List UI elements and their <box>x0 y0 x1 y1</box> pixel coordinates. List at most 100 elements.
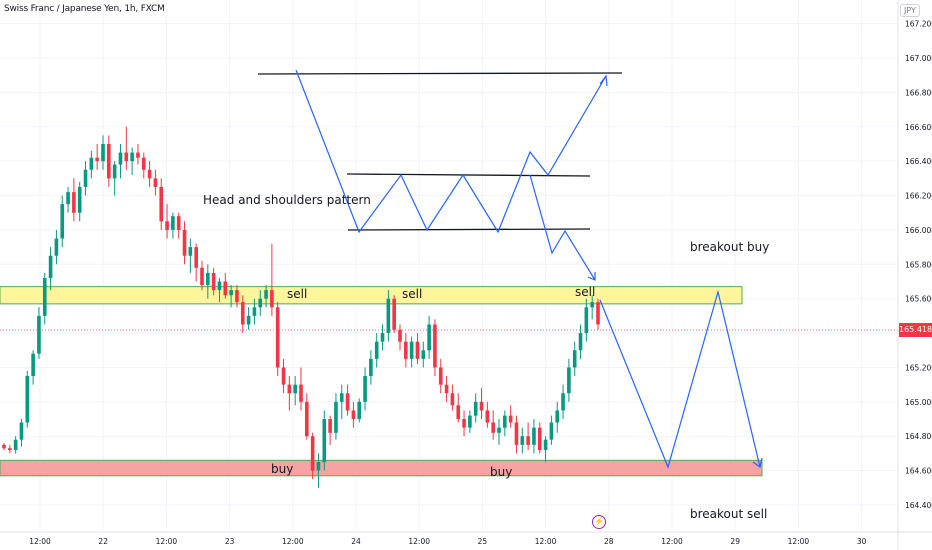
time-tick-label: 22 <box>98 537 108 546</box>
candle-body <box>503 415 507 428</box>
candle-body <box>89 157 94 170</box>
candle-body <box>107 143 111 179</box>
candle-body <box>2 444 6 449</box>
time-tick-label: 23 <box>225 537 235 546</box>
time-tick-label: 30 <box>857 537 867 546</box>
lightning-icon[interactable]: ⚡ <box>592 515 606 529</box>
candle-body <box>194 247 198 268</box>
candle-body <box>188 247 193 256</box>
pattern-path-upper <box>295 69 607 234</box>
candle-body <box>363 376 367 402</box>
candle-body <box>275 307 280 368</box>
channel-lower-line <box>347 228 591 231</box>
candle-body <box>124 152 129 162</box>
price-zones <box>0 286 763 477</box>
drawing-layer <box>257 69 763 469</box>
candle-body <box>159 186 164 222</box>
price-tick-label: 165.800 <box>905 260 932 269</box>
price-tick-label: 166.000 <box>905 226 932 235</box>
candle-body <box>54 238 59 256</box>
symbol-title: Swiss Franc / Japanese Yen, 1h, FXCM <box>4 4 165 14</box>
candle-body <box>532 427 536 445</box>
candle-body <box>590 302 594 308</box>
candle-body <box>270 290 274 308</box>
candle-body <box>147 169 152 179</box>
candle-body <box>520 436 525 445</box>
breakout-buy-label: breakout buy <box>690 240 770 254</box>
candle-body <box>555 410 560 423</box>
time-tick-label: 28 <box>604 537 614 546</box>
candle-body <box>200 267 204 285</box>
candle-body <box>141 157 146 170</box>
candle-body <box>473 401 478 416</box>
candle-body <box>567 367 571 394</box>
candle-body <box>217 281 222 291</box>
price-tick-label: 166.600 <box>905 123 932 132</box>
candle-body <box>409 341 414 359</box>
candle-body <box>299 384 303 402</box>
candle-body <box>25 376 30 423</box>
price-tick-label: 166.400 <box>905 157 932 166</box>
candle-body <box>415 341 420 359</box>
price-tick-label: 166.200 <box>905 192 932 201</box>
candle-body <box>101 143 105 162</box>
candle-body <box>444 384 449 394</box>
candle-body <box>77 186 82 213</box>
time-tick-label: 12:00 <box>282 537 304 546</box>
candle-body <box>351 410 356 420</box>
candle-body <box>246 315 251 325</box>
candle-body <box>136 152 140 158</box>
time-tick-label: 25 <box>478 537 488 546</box>
candle-body <box>491 422 495 433</box>
candle-body <box>310 436 315 471</box>
time-tick-label: 24 <box>351 537 361 546</box>
candle-series <box>2 126 600 488</box>
candle-body <box>514 422 519 445</box>
candle-body <box>450 393 455 406</box>
candle-body <box>118 152 123 165</box>
price-axis: 164.400 164.600 164.800 165.000 165.200 165.4… <box>897 0 932 550</box>
candle-body <box>485 410 490 423</box>
candle-body <box>48 255 53 279</box>
buy-label-1: buy <box>271 462 294 476</box>
candle-body <box>572 350 577 368</box>
candle-body <box>182 229 187 256</box>
candle-body <box>462 419 466 428</box>
candle-body <box>8 448 12 450</box>
time-tick-label: 12:00 <box>661 537 683 546</box>
sell-label-3: sell <box>575 285 596 299</box>
candle-body <box>211 272 216 291</box>
time-tick-label: 12:00 <box>156 537 178 546</box>
candle-body <box>287 384 292 394</box>
candle-body <box>357 401 362 420</box>
candle-body <box>252 307 257 316</box>
candle-body <box>427 324 431 351</box>
projection-path <box>599 289 761 469</box>
candle-body <box>479 401 484 411</box>
price-tick-label: 167.000 <box>905 54 932 63</box>
candle-body <box>561 393 565 411</box>
candle-body <box>66 192 70 205</box>
currency-badge[interactable]: JPY <box>900 4 920 17</box>
sell-zone <box>0 286 743 305</box>
candle-body <box>543 439 548 450</box>
pattern-label: Head and shoulders pattern <box>203 193 371 207</box>
candle-body <box>334 401 338 433</box>
candle-body <box>235 290 239 303</box>
candle-body <box>398 329 402 342</box>
time-tick-label: 12:00 <box>788 537 810 546</box>
candle-body <box>130 152 134 162</box>
candle-body <box>578 333 583 351</box>
candle-body <box>508 415 513 423</box>
candle-body <box>596 302 600 325</box>
candle-body <box>112 164 117 179</box>
candle-body <box>328 419 332 433</box>
candle-body <box>13 439 18 450</box>
candle-body <box>176 216 181 230</box>
sell-label-2: sell <box>402 287 423 301</box>
candle-body <box>206 272 210 285</box>
arrow-head-down <box>587 272 596 281</box>
time-tick-label: 12:00 <box>408 537 430 546</box>
pattern-path-lower <box>529 174 596 281</box>
